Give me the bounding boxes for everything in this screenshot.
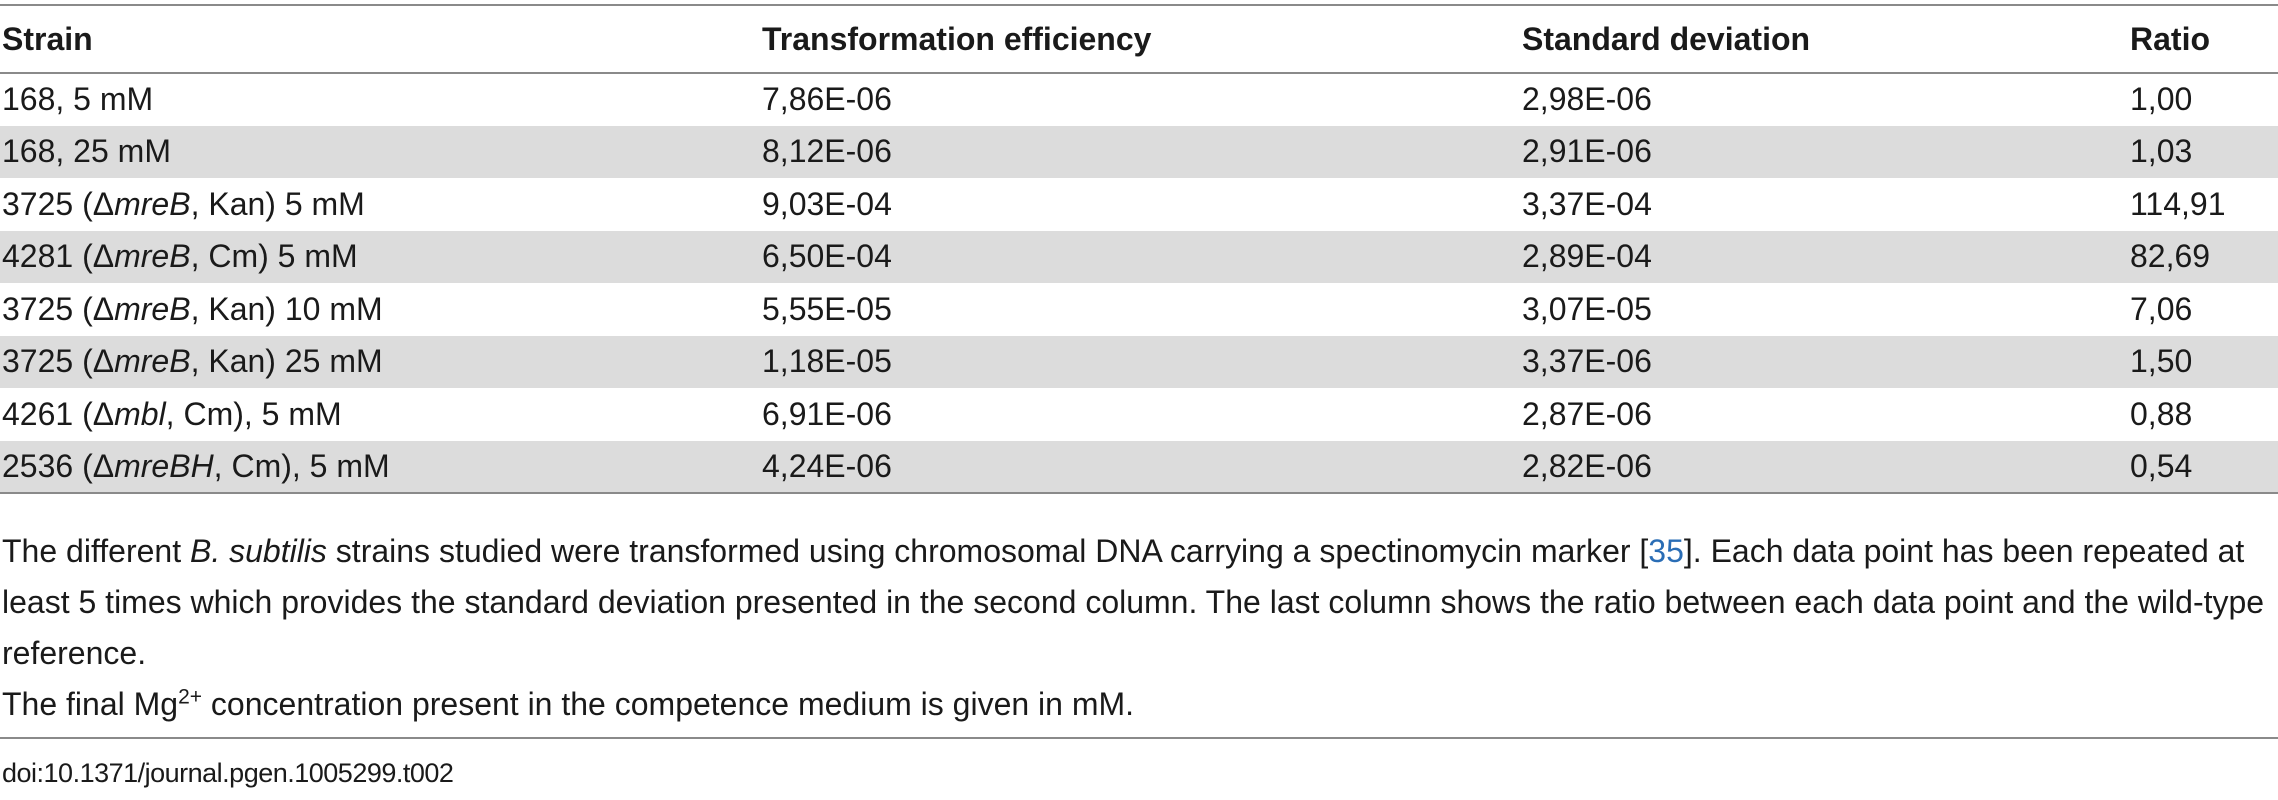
header-row: Strain Transformation efficiency Standar… bbox=[0, 5, 2278, 73]
table-header: Strain Transformation efficiency Standar… bbox=[0, 5, 2278, 73]
cell-standard-deviation: 3,37E-04 bbox=[1522, 185, 1652, 222]
strain-suffix: , Cm) 5 mM bbox=[190, 238, 358, 275]
cell-standard-deviation: 2,87E-06 bbox=[1522, 395, 1652, 432]
cell-strain: 3725 (ΔmreB, Kan) 10 mM bbox=[0, 283, 760, 336]
strain-transformation-table: Strain Transformation efficiency Standar… bbox=[0, 4, 2278, 494]
cell-ratio: 114,91 bbox=[2130, 185, 2226, 222]
table-row: 3725 (ΔmreB, Kan) 10 mM 5,55E-05 3,07E-05 7… bbox=[0, 283, 2278, 336]
header-strain: Strain bbox=[2, 20, 93, 57]
citation-link[interactable]: 35 bbox=[1648, 533, 1684, 569]
strain-prefix: 4261 (Δ bbox=[2, 395, 115, 432]
cell-strain: 4281 (ΔmreB, Cm) 5 mM bbox=[0, 231, 760, 284]
strain-prefix: 3725 (Δ bbox=[2, 343, 115, 380]
cell-strain: 4261 (Δmbl, Cm), 5 mM bbox=[0, 388, 760, 441]
cell-ratio: 0,54 bbox=[2130, 447, 2193, 484]
cell-ratio: 7,06 bbox=[2130, 290, 2193, 327]
cell-strain: 3725 (ΔmreB, Kan) 25 mM bbox=[0, 336, 760, 389]
cell-ratio: 82,69 bbox=[2130, 238, 2211, 275]
table-row: 4261 (Δmbl, Cm), 5 mM 6,91E-06 2,87E-06 0,8… bbox=[0, 388, 2278, 441]
strain-gene: mbl bbox=[114, 395, 166, 432]
strain-gene: mreBH bbox=[114, 447, 214, 484]
caption-superscript: 2+ bbox=[178, 685, 203, 709]
cell-standard-deviation: 3,37E-06 bbox=[1522, 343, 1652, 380]
cell-efficiency: 8,12E-06 bbox=[762, 133, 892, 170]
cell-strain: 168, 5 mM bbox=[0, 73, 760, 126]
strain-suffix: , Kan) 5 mM bbox=[190, 185, 365, 222]
caption-text: strains studied were transformed using c… bbox=[326, 533, 1649, 569]
strain-gene: mreB bbox=[114, 185, 191, 222]
table-body: 168, 5 mM 7,86E-06 2,98E-06 1,00 168, 25 mM 8… bbox=[0, 73, 2278, 493]
caption-text: concentration present in the competence … bbox=[202, 686, 1135, 722]
footer-divider bbox=[0, 737, 2278, 739]
cell-efficiency: 5,55E-05 bbox=[762, 290, 892, 327]
data-table-container: Strain Transformation efficiency Standar… bbox=[0, 4, 2278, 494]
strain-suffix: , Kan) 25 mM bbox=[190, 343, 383, 380]
cell-standard-deviation: 2,91E-06 bbox=[1522, 133, 1652, 170]
table-row: 3725 (ΔmreB, Kan) 5 mM 9,03E-04 3,37E-04 11… bbox=[0, 178, 2278, 231]
strain-prefix: 2536 (Δ bbox=[2, 447, 115, 484]
strain-prefix: 4281 (Δ bbox=[2, 238, 115, 275]
cell-efficiency: 4,24E-06 bbox=[762, 447, 892, 484]
strain-gene: mreB bbox=[114, 238, 191, 275]
caption-species: B. subtilis bbox=[189, 533, 327, 569]
strain-prefix: 168, 25 mM bbox=[2, 133, 171, 170]
table-row: 168, 25 mM 8,12E-06 2,91E-06 1,03 bbox=[0, 125, 2278, 179]
cell-strain: 3725 (ΔmreB, Kan) 5 mM bbox=[0, 178, 760, 231]
strain-prefix: 3725 (Δ bbox=[2, 290, 115, 327]
caption-text: The final Mg bbox=[2, 686, 179, 722]
cell-ratio: 1,50 bbox=[2130, 343, 2193, 380]
cell-standard-deviation: 2,89E-04 bbox=[1522, 238, 1652, 275]
cell-efficiency: 1,18E-05 bbox=[762, 343, 892, 380]
cell-strain: 168, 25 mM bbox=[0, 126, 760, 179]
strain-gene: mreB bbox=[114, 343, 191, 380]
cell-standard-deviation: 2,82E-06 bbox=[1522, 447, 1652, 484]
cell-efficiency: 6,91E-06 bbox=[762, 395, 892, 432]
header-standard-deviation: Standard deviation bbox=[1522, 20, 1811, 57]
cell-efficiency: 9,03E-04 bbox=[762, 185, 892, 222]
table-row: 2536 (ΔmreBH, Cm), 5 mM 4,24E-06 2,82E-06 0… bbox=[0, 440, 2278, 494]
header-ratio: Ratio bbox=[2130, 20, 2210, 57]
cell-strain: 2536 (ΔmreBH, Cm), 5 mM bbox=[0, 441, 760, 494]
caption-text: ]. Each data point has been repeated at … bbox=[2, 533, 2265, 671]
cell-efficiency: 6,50E-04 bbox=[762, 238, 892, 275]
strain-prefix: 168, 5 mM bbox=[2, 81, 154, 118]
table-caption: The different B. subtilis strains studie… bbox=[2, 526, 2272, 730]
strain-suffix: , Cm), 5 mM bbox=[213, 447, 390, 484]
doi-label: doi:10.1371/journal.pgen.1005299.t002 bbox=[2, 758, 454, 788]
table-row: 3725 (ΔmreB, Kan) 25 mM 1,18E-05 3,37E-06 1… bbox=[0, 335, 2278, 389]
cell-standard-deviation: 3,07E-05 bbox=[1522, 290, 1652, 327]
strain-prefix: 3725 (Δ bbox=[2, 185, 115, 222]
cell-standard-deviation: 2,98E-06 bbox=[1522, 81, 1652, 118]
cell-ratio: 1,00 bbox=[2130, 81, 2193, 118]
strain-gene: mreB bbox=[114, 290, 191, 327]
cell-efficiency: 7,86E-06 bbox=[762, 81, 892, 118]
caption-paragraph-1: The different B. subtilis strains studie… bbox=[2, 526, 2272, 679]
caption-text: The different bbox=[2, 533, 190, 569]
cell-ratio: 1,03 bbox=[2130, 133, 2193, 170]
strain-suffix: , Cm), 5 mM bbox=[165, 395, 342, 432]
caption-paragraph-2: The final Mg2+ concentration present in … bbox=[2, 679, 2272, 730]
table-row: 4281 (ΔmreB, Cm) 5 mM 6,50E-04 2,89E-04 82,… bbox=[0, 230, 2278, 284]
header-transformation-efficiency: Transformation efficiency bbox=[762, 20, 1152, 57]
strain-suffix: , Kan) 10 mM bbox=[190, 290, 383, 327]
table-row: 168, 5 mM 7,86E-06 2,98E-06 1,00 bbox=[0, 73, 2278, 126]
cell-ratio: 0,88 bbox=[2130, 395, 2193, 432]
